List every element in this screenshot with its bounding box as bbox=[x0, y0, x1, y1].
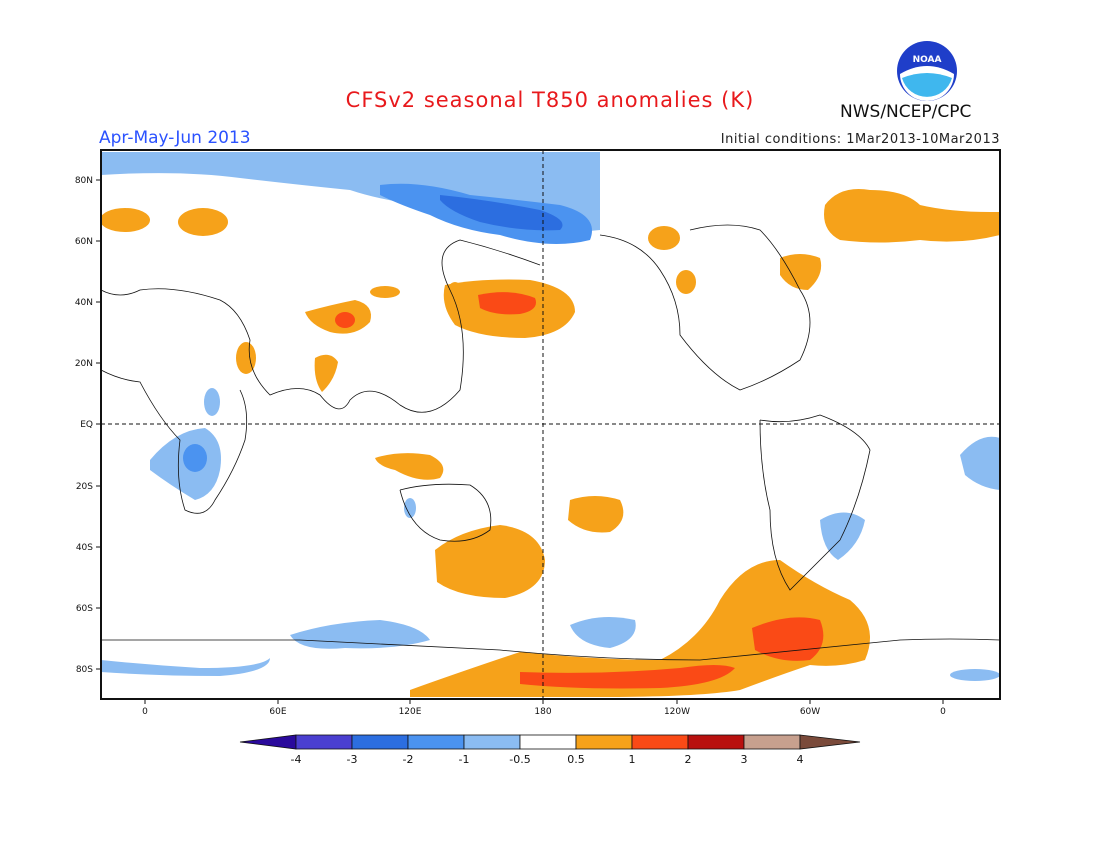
southern-pacific-cool-anomaly bbox=[570, 616, 636, 648]
lat-tick-label: EQ bbox=[80, 420, 93, 430]
colorbar-label: -3 bbox=[347, 753, 358, 766]
atlantic-east-cool-anomaly bbox=[960, 436, 1000, 490]
colorbar-label: -1 bbox=[459, 753, 470, 766]
agency-label: NWS/NCEP/CPC bbox=[840, 102, 972, 122]
antarctic-east-cool-anomaly bbox=[950, 669, 1000, 681]
ross-sea-warm-core bbox=[520, 665, 735, 689]
colorbar-label: 2 bbox=[685, 753, 692, 766]
lat-tick-label: 60S bbox=[76, 604, 93, 614]
lat-tick-label: 60N bbox=[75, 237, 93, 247]
colorbar-segment bbox=[463, 734, 521, 750]
noaa-logo-text: NOAA bbox=[913, 55, 942, 65]
west-australia-cool-anomaly bbox=[404, 498, 416, 518]
lon-tick-label: 180 bbox=[534, 707, 551, 717]
arctic-cool-anomaly bbox=[101, 152, 600, 231]
japan-warm-anomaly bbox=[445, 282, 465, 318]
arabia-warm-anomaly bbox=[236, 342, 256, 374]
lat-tick-label: 80N bbox=[75, 176, 93, 186]
season-label: Apr-May-Jun 2013 bbox=[99, 128, 251, 148]
south-pacific-warm-anomaly bbox=[568, 496, 624, 533]
lon-tick-label: 0 bbox=[142, 707, 148, 717]
lat-tick-label: 40N bbox=[75, 298, 93, 308]
longitude-ticks: 0 60E 120E 180 120W 60W 0 bbox=[142, 699, 946, 717]
west-usa-warm-anomaly bbox=[676, 270, 696, 294]
latitude-ticks: 80N 60N 40N 20N EQ 20S 40S 60S 80S bbox=[75, 176, 101, 675]
colorbar-arrow-high bbox=[799, 734, 861, 750]
bellingshausen-warm-core bbox=[752, 617, 824, 661]
lon-tick-label: 60W bbox=[800, 707, 820, 717]
siberia-cool-anomaly-center bbox=[440, 195, 563, 231]
lat-tick-label: 20N bbox=[75, 359, 93, 369]
colorbar-labels: -4 -3 -2 -1 -0.5 0.5 1 2 3 4 bbox=[291, 753, 804, 766]
coastlines bbox=[100, 224, 1001, 661]
greenland-warm-anomaly bbox=[824, 189, 1000, 243]
colorbar-label: 4 bbox=[797, 753, 804, 766]
india-warm-anomaly bbox=[314, 354, 338, 392]
colorbar-segment bbox=[295, 734, 353, 750]
tasman-warm-anomaly bbox=[435, 525, 545, 598]
colorbar-segment bbox=[519, 734, 577, 750]
anomaly-shading bbox=[100, 152, 1000, 697]
antarctic-cool-anomaly bbox=[101, 658, 270, 676]
lon-tick-label: 0 bbox=[940, 707, 946, 717]
colorbar-label: -4 bbox=[291, 753, 302, 766]
colorbar-segment bbox=[687, 734, 745, 750]
colorbar-label: -0.5 bbox=[509, 753, 530, 766]
colorbar-segment bbox=[575, 734, 633, 750]
lat-tick-label: 20S bbox=[76, 482, 93, 492]
lon-tick-label: 120E bbox=[399, 707, 422, 717]
russia-warm-anomaly bbox=[178, 208, 228, 236]
lon-tick-label: 60E bbox=[269, 707, 286, 717]
lon-tick-label: 120W bbox=[664, 707, 690, 717]
colorbar-segment bbox=[631, 734, 689, 750]
colorbar-segment bbox=[743, 734, 801, 750]
north-pacific-warm-core bbox=[478, 292, 536, 315]
northeast-canada-warm-anomaly bbox=[780, 254, 822, 290]
initial-conditions-label: Initial conditions: 1Mar2013-10Mar2013 bbox=[720, 132, 1000, 147]
colorbar-label: 1 bbox=[629, 753, 636, 766]
lat-tick-label: 40S bbox=[76, 543, 93, 553]
antarctic-pacific-warm-anomaly bbox=[410, 560, 870, 697]
colorbar-label: 3 bbox=[741, 753, 748, 766]
mongolia-warm-anomaly bbox=[370, 286, 400, 298]
colorbar-label: 0.5 bbox=[567, 753, 585, 766]
alaska-warm-anomaly bbox=[648, 226, 680, 250]
central-asia-warm-core bbox=[335, 312, 355, 328]
indonesia-warm-anomaly bbox=[375, 453, 444, 480]
map-title: CFSv2 seasonal T850 anomalies (K) bbox=[345, 88, 755, 112]
lat-tick-label: 80S bbox=[76, 665, 93, 675]
colorbar-segment bbox=[407, 734, 465, 750]
south-africa-cool-core bbox=[183, 444, 207, 472]
colorbar bbox=[239, 734, 861, 750]
south-america-cool-anomaly bbox=[820, 512, 865, 560]
colorbar-label: -2 bbox=[403, 753, 414, 766]
noaa-logo: NOAA bbox=[897, 41, 957, 101]
east-africa-cool-anomaly bbox=[204, 388, 220, 416]
colorbar-segment bbox=[351, 734, 409, 750]
colorbar-arrow-low bbox=[239, 734, 297, 750]
scandinavia-warm-anomaly bbox=[100, 208, 150, 232]
